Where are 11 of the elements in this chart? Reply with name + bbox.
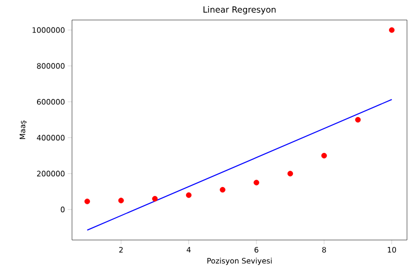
point <box>220 186 226 193</box>
point <box>152 196 158 202</box>
point <box>321 152 327 158</box>
point <box>84 198 90 204</box>
chart-title: Linear Regresyon <box>204 6 276 14</box>
point <box>388 27 395 33</box>
point <box>355 116 361 123</box>
point <box>254 180 260 186</box>
point <box>118 198 124 204</box>
point <box>287 170 294 176</box>
point <box>186 192 192 198</box>
